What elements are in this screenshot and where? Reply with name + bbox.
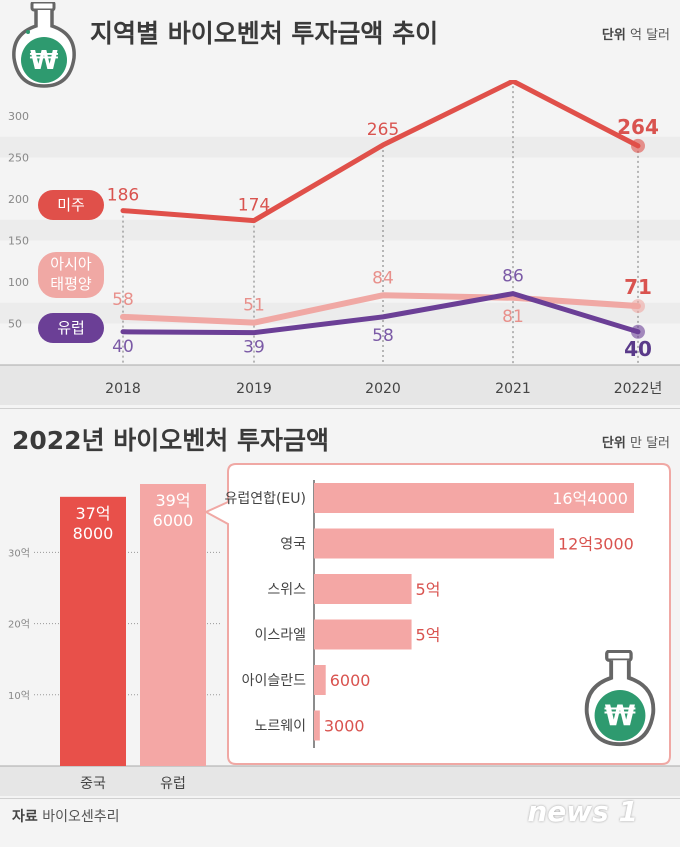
data-label: 58 bbox=[112, 290, 134, 310]
grid-band bbox=[0, 219, 680, 241]
hbar bbox=[314, 574, 412, 604]
unit-value-2: 만 달러 bbox=[629, 436, 670, 451]
data-label: 51 bbox=[243, 296, 265, 316]
series-line bbox=[120, 291, 641, 336]
unit-note-bottom: 단위 만 달러 bbox=[602, 432, 670, 451]
data-label: 81 bbox=[502, 307, 524, 327]
source-note: 자료 바이오센추리 bbox=[12, 806, 120, 826]
bar-value-label: 39억 bbox=[155, 491, 190, 510]
x-tick-label: 2022년 bbox=[614, 381, 663, 397]
section-divider bbox=[0, 408, 680, 409]
bar bbox=[60, 496, 126, 766]
hbar-value-label: 5억 bbox=[416, 580, 441, 599]
hbar-value-label: 5억 bbox=[416, 626, 441, 645]
flask-icon: ₩ bbox=[12, 2, 76, 88]
y-tick-label: 250 bbox=[8, 152, 29, 165]
svg-text:₩: ₩ bbox=[604, 698, 636, 732]
series-end-marker bbox=[631, 138, 645, 153]
hbar-category-label: 아이슬란드 bbox=[242, 673, 307, 689]
y-tick-label: 100 bbox=[8, 276, 29, 289]
hbar-value-label: 6000 bbox=[330, 671, 371, 690]
data-label: 58 bbox=[372, 326, 394, 346]
x-tick-label: 2019 bbox=[236, 381, 272, 397]
hbar-category-label: 노르웨이 bbox=[254, 719, 306, 735]
hbar-category-label: 이스라엘 bbox=[254, 628, 306, 644]
series-line bbox=[120, 292, 641, 326]
unit-note-top: 단위 억 달러 bbox=[602, 24, 670, 43]
y-tick-label: 20억 bbox=[8, 619, 30, 631]
y-tick-label: 150 bbox=[8, 235, 29, 248]
hbar-category-label: 스위스 bbox=[267, 582, 306, 598]
data-label: 71 bbox=[624, 275, 652, 299]
data-label: 265 bbox=[367, 120, 399, 140]
data-label: 84 bbox=[372, 268, 394, 288]
hbar-category-label: 유럽연합(EU) bbox=[224, 491, 306, 507]
footer-divider bbox=[0, 798, 680, 799]
grid-band bbox=[0, 136, 680, 158]
bar-value-label: 8000 bbox=[73, 524, 114, 543]
hbar bbox=[314, 619, 412, 650]
data-label: 40 bbox=[624, 337, 652, 361]
legend-europe: 유럽 bbox=[38, 313, 104, 343]
x-axis-band bbox=[0, 766, 680, 796]
data-label: 186 bbox=[107, 186, 139, 206]
hbar bbox=[314, 483, 634, 513]
x-tick-label: 유럽 bbox=[160, 776, 186, 792]
source-value: 바이오센추리 bbox=[42, 809, 120, 825]
legend-americas: 미주 bbox=[38, 190, 104, 220]
source-label: 자료 bbox=[12, 809, 38, 825]
legend-asia: 아시아 태평양 bbox=[38, 252, 104, 298]
data-label: 174 bbox=[238, 196, 270, 216]
series-line bbox=[120, 80, 641, 224]
svg-text:₩: ₩ bbox=[30, 46, 59, 76]
hbar-value-label: 12억3000 bbox=[558, 535, 634, 554]
news1-logo: news 1 bbox=[527, 795, 638, 828]
y-tick-label: 30억 bbox=[8, 547, 30, 559]
y-tick-label: 50 bbox=[8, 318, 22, 331]
hbar bbox=[314, 710, 320, 741]
data-label: 39 bbox=[243, 338, 265, 358]
data-label: 40 bbox=[112, 337, 134, 357]
bar-value-label: 37억 bbox=[75, 504, 110, 523]
y-tick-label: 200 bbox=[8, 193, 29, 206]
x-tick-label: 2020 bbox=[365, 381, 401, 397]
hbar-category-label: 영국 bbox=[280, 537, 306, 553]
data-label: 264 bbox=[617, 115, 659, 139]
unit-label-2: 단위 bbox=[601, 436, 626, 451]
x-tick-label: 2021 bbox=[495, 381, 531, 397]
x-tick-label: 2018 bbox=[105, 381, 141, 397]
bar-value-label: 6000 bbox=[153, 511, 194, 530]
hbar bbox=[314, 528, 554, 559]
series-end-marker bbox=[631, 324, 645, 339]
section-title: 2022년 바이오벤처 투자금액 bbox=[12, 426, 329, 455]
unit-label: 단위 bbox=[601, 28, 626, 43]
page-title: 지역별 바이오벤처 투자금액 추이 bbox=[90, 19, 439, 48]
line-chart: 50 100 150 200 250 300 2018 2019 2020 2021 2022년 18… bbox=[0, 80, 680, 405]
bar bbox=[140, 484, 206, 766]
y-tick-label: 300 bbox=[8, 110, 29, 123]
y-tick-label: 10억 bbox=[8, 690, 30, 702]
series-end-marker bbox=[631, 299, 645, 314]
flask-icon-2: ₩ bbox=[584, 650, 656, 747]
hbar-value-label: 3000 bbox=[324, 717, 365, 736]
unit-value: 억 달러 bbox=[629, 28, 670, 43]
hbar bbox=[314, 665, 326, 695]
data-label: 86 bbox=[502, 267, 524, 287]
hbar-value-label: 16억4000 bbox=[552, 489, 628, 508]
x-tick-label: 중국 bbox=[80, 776, 106, 792]
x-axis-band bbox=[0, 365, 680, 405]
